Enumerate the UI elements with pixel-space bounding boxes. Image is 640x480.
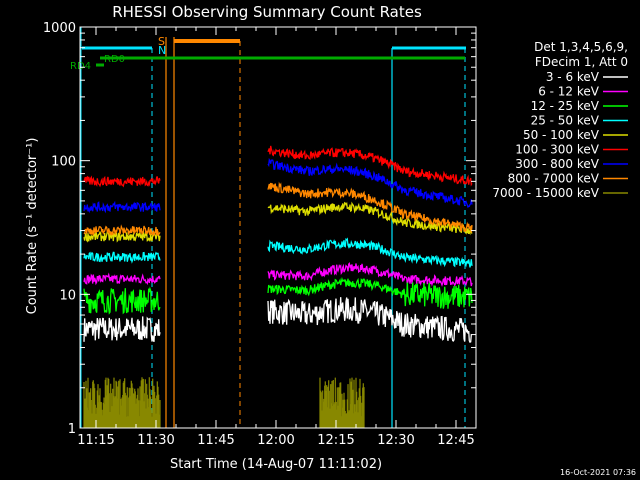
series-line-25-50-keV [267,237,473,268]
x-tick-label: 11:30 [137,433,174,448]
rd0-flag-label: RD0 [104,54,125,65]
series-line-7000-15000-keV [319,377,365,428]
y-tick-label: 10 [59,288,76,303]
series-line-50-100-keV [83,230,161,243]
rd4-flag-label: RD4 [70,61,91,72]
series-line-7000-15000-keV [83,377,161,428]
legend-label: 300 - 800 keV [515,157,599,171]
plot-frame [79,26,477,429]
series-line-6-12-keV [83,272,161,286]
legend-label: 3 - 6 keV [546,70,600,84]
series-line-3-6-keV [83,316,161,343]
series-line-100-300-keV [267,145,473,187]
x-tick-label: 11:15 [77,433,114,448]
series-lines [83,145,473,428]
y-axis-label: Count Rate (s⁻¹ detector⁻¹) [25,138,40,315]
footer-date: 16-Oct-2021 07:36 [560,468,636,477]
n-flag-label: N [158,44,166,57]
series-line-800-7000-keV [83,224,161,237]
y-tick-label: 1000 [43,21,76,36]
chart-marks: SN RD0 RD4 [70,27,473,428]
x-tick-label: 12:45 [437,433,474,448]
legend-header-line-2: FDecim 1, Att 0 [535,55,628,69]
series-line-300-800-keV [267,157,473,209]
series-line-12-25-keV [83,286,161,315]
x-tick-label: 12:30 [377,433,414,448]
x-tick-label: 12:00 [257,433,294,448]
x-tick-label: 12:15 [317,433,354,448]
series-line-12-25-keV [267,276,473,309]
legend-label: 25 - 50 keV [531,114,600,128]
series-line-800-7000-keV [267,181,473,233]
y-tick-label: 100 [51,155,76,170]
series-line-3-6-keV [267,297,473,343]
legend-label: 12 - 25 keV [531,99,600,113]
x-tick-label: 11:45 [197,433,234,448]
legend-label: 50 - 100 keV [523,128,600,142]
axis-ticks: 11:15 11:30 11:45 12:00 12:15 12:30 12:45 1 10 10… [43,21,477,448]
legend-label: 100 - 300 keV [515,143,599,157]
legend-label: 7000 - 15000 keV [492,186,599,200]
y-tick-label: 1 [68,422,76,437]
series-line-25-50-keV [83,251,161,264]
s-flag-label: S [158,35,165,48]
x-axis-label: Start Time (14-Aug-07 11:11:02) [170,457,382,472]
legend-label: 6 - 12 keV [538,85,600,99]
legend-label: 800 - 7000 keV [508,172,600,186]
legend-header-line-1: Det 1,3,4,5,6,9, [534,40,628,54]
series-line-50-100-keV [267,201,473,236]
series-line-6-12-keV [267,261,473,287]
series-line-300-800-keV [83,200,161,214]
chart-title: RHESSI Observing Summary Count Rates [112,3,422,21]
series-line-100-300-keV [83,175,161,188]
